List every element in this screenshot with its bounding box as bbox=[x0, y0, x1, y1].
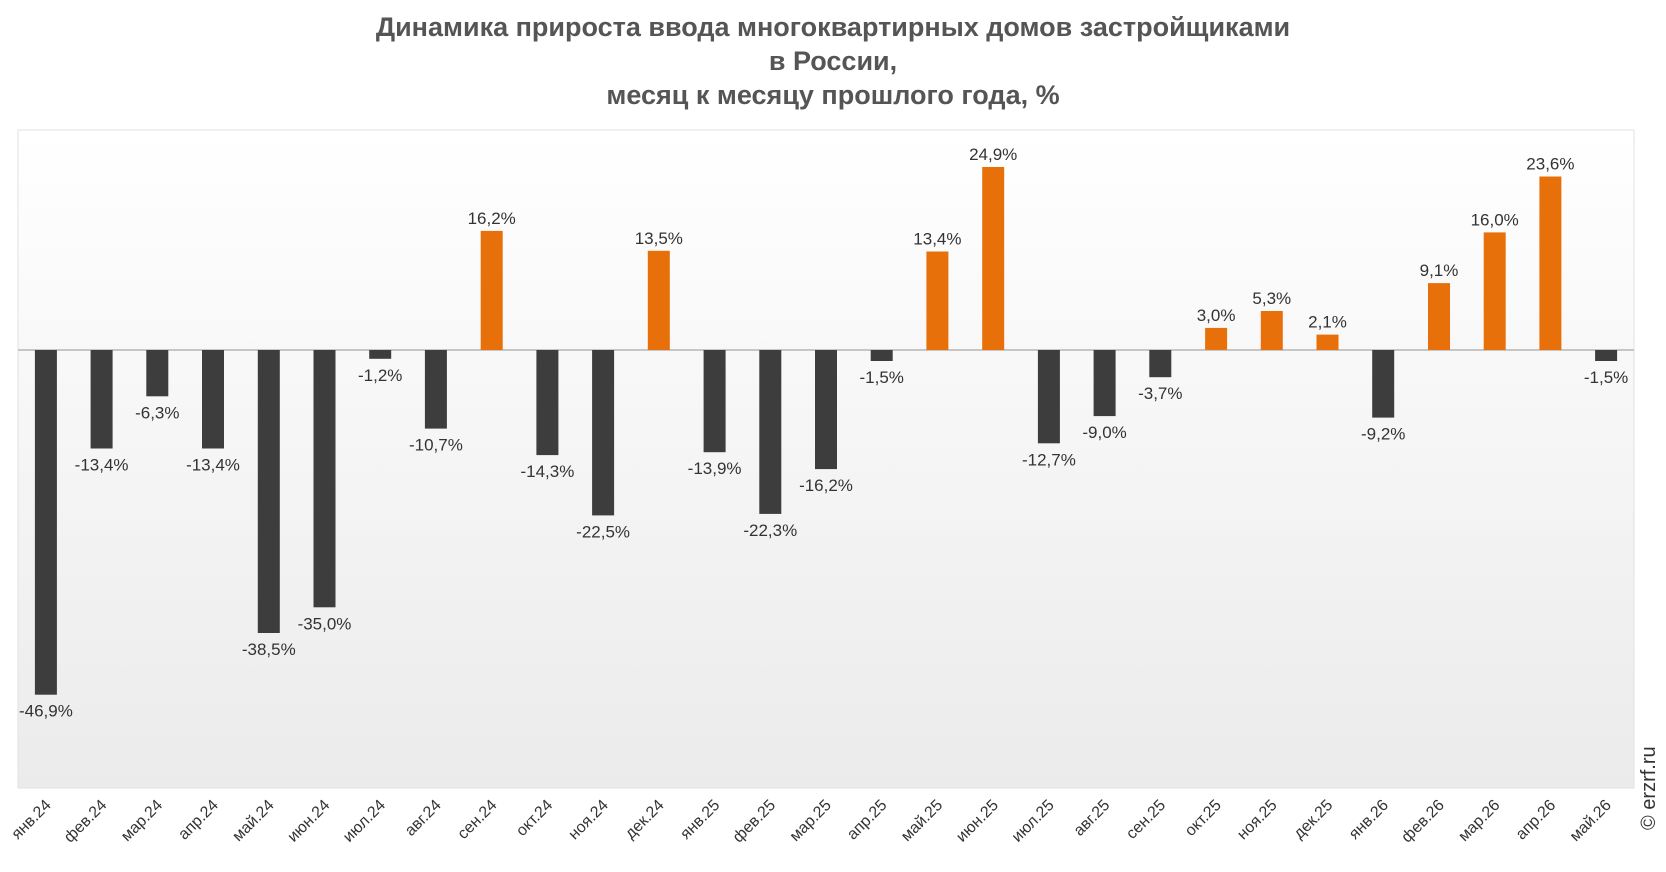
x-tick-label-сен.24: сен.24 bbox=[455, 797, 501, 843]
x-tick-label-июл.25: июл.25 bbox=[1009, 797, 1058, 846]
data-label-мар.24: -6,3% bbox=[135, 403, 179, 422]
data-label-окт.25: 3,0% bbox=[1197, 306, 1236, 325]
bar-ноя.24 bbox=[592, 350, 615, 516]
x-tick-labels-layer: янв.24 фев.24 мар.24 апр.24 май.24 июн.24 июл.… bbox=[9, 797, 1615, 846]
x-tick-label-янв.26: янв.26 bbox=[1346, 797, 1392, 843]
bar-сен.24 bbox=[480, 230, 503, 350]
x-tick-label-апр.25: апр.25 bbox=[844, 797, 891, 844]
bar-янв.25 bbox=[703, 350, 726, 453]
bar-окт.25 bbox=[1205, 327, 1228, 350]
x-tick-label-сен.25: сен.25 bbox=[1123, 797, 1169, 843]
bar-дек.25 bbox=[1316, 334, 1339, 350]
x-tick-label-мар.26: мар.26 bbox=[1455, 797, 1503, 845]
data-label-мар.26: 16,0% bbox=[1471, 210, 1519, 229]
bar-мар.24 bbox=[146, 350, 169, 397]
x-tick-label-дек.24: дек.24 bbox=[622, 797, 668, 843]
bar-мар.25 bbox=[815, 350, 837, 470]
bar-авг.25 bbox=[1093, 350, 1116, 417]
bar-июл.24 bbox=[369, 350, 392, 359]
data-label-сен.24: 16,2% bbox=[468, 209, 516, 228]
data-label-фев.24: -13,4% bbox=[75, 456, 129, 475]
data-label-фев.25: -22,3% bbox=[743, 521, 797, 540]
bar-май.26 bbox=[1595, 350, 1618, 361]
data-label-сен.25: -3,7% bbox=[1138, 384, 1182, 403]
x-tick-label-мар.25: мар.25 bbox=[787, 797, 835, 845]
bar-апр.26 bbox=[1539, 176, 1562, 350]
data-label-апр.26: 23,6% bbox=[1526, 155, 1574, 174]
bar-июн.24 bbox=[313, 350, 336, 608]
data-label-июн.25: 24,9% bbox=[969, 145, 1017, 164]
bar-май.24 bbox=[257, 350, 280, 633]
x-tick-label-авг.24: авг.24 bbox=[402, 797, 445, 840]
chart-title-line-2: в России, bbox=[768, 46, 898, 76]
bar-дек.24 bbox=[647, 250, 670, 350]
bar-июн.25 bbox=[982, 167, 1005, 350]
data-label-июн.24: -35,0% bbox=[298, 614, 352, 633]
x-tick-label-янв.24: янв.24 bbox=[9, 797, 55, 843]
watermark-text: © erzrf.ru bbox=[1638, 746, 1660, 830]
bar-сен.25 bbox=[1149, 350, 1172, 378]
bar-июл.25 bbox=[1037, 350, 1060, 444]
chart-title-line-1: Динамика прироста ввода многоквартирных … bbox=[375, 12, 1291, 42]
x-tick-label-май.24: май.24 bbox=[229, 797, 277, 845]
bar-авг.24 bbox=[424, 350, 447, 429]
data-label-дек.25: 2,1% bbox=[1308, 313, 1347, 332]
bar-янв.26 bbox=[1372, 350, 1395, 418]
bar-мар.26 bbox=[1483, 232, 1506, 350]
data-label-май.26: -1,5% bbox=[1584, 368, 1628, 387]
data-label-авг.24: -10,7% bbox=[409, 436, 463, 455]
x-tick-label-июл.24: июл.24 bbox=[340, 797, 389, 846]
x-tick-label-май.26: май.26 bbox=[1567, 797, 1615, 845]
x-tick-label-дек.25: дек.25 bbox=[1291, 797, 1337, 843]
x-tick-label-июн.24: июн.24 bbox=[285, 797, 334, 846]
bar-янв.24 bbox=[34, 350, 57, 695]
plot-area bbox=[17, 129, 1635, 789]
bar-ноя.25 bbox=[1260, 311, 1283, 350]
bar-окт.24 bbox=[536, 350, 559, 456]
data-label-янв.26: -9,2% bbox=[1361, 425, 1405, 444]
data-label-апр.25: -1,5% bbox=[859, 368, 903, 387]
x-tick-label-июн.25: июн.25 bbox=[953, 797, 1002, 846]
x-tick-label-янв.25: янв.25 bbox=[677, 797, 723, 843]
data-label-июл.24: -1,2% bbox=[358, 366, 402, 385]
data-label-ноя.24: -22,5% bbox=[576, 522, 630, 541]
x-tick-label-окт.24: окт.24 bbox=[513, 797, 556, 840]
chart-title: Динамика прироста ввода многоквартирных … bbox=[0, 10, 1666, 112]
bars-layer bbox=[34, 167, 1618, 695]
x-tick-label-авг.25: авг.25 bbox=[1071, 797, 1114, 840]
data-label-июл.25: -12,7% bbox=[1022, 450, 1076, 469]
data-label-май.25: 13,4% bbox=[913, 230, 961, 249]
x-tick-label-апр.26: апр.26 bbox=[1513, 797, 1560, 844]
x-tick-label-мар.24: мар.24 bbox=[118, 797, 166, 845]
data-label-дек.24: 13,5% bbox=[635, 229, 683, 248]
bar-фев.24 bbox=[90, 350, 113, 449]
data-label-мар.25: -16,2% bbox=[799, 476, 853, 495]
bar-апр.24 bbox=[202, 350, 224, 449]
x-tick-label-ноя.24: ноя.24 bbox=[566, 797, 612, 843]
x-tick-label-фев.24: фев.24 bbox=[61, 797, 110, 846]
bar-фев.25 bbox=[759, 350, 782, 514]
x-tick-label-окт.25: окт.25 bbox=[1182, 797, 1225, 840]
bar-фев.26 bbox=[1428, 283, 1450, 350]
x-tick-label-май.25: май.25 bbox=[898, 797, 946, 845]
data-label-авг.25: -9,0% bbox=[1082, 423, 1126, 442]
data-label-янв.24: -46,9% bbox=[19, 702, 73, 721]
chart-title-line-3: месяц к месяцу прошлого года, % bbox=[606, 80, 1060, 110]
x-tick-label-ноя.25: ноя.25 bbox=[1234, 797, 1280, 843]
x-tick-label-фев.25: фев.25 bbox=[730, 797, 779, 846]
x-tick-label-фев.26: фев.26 bbox=[1398, 797, 1447, 846]
data-label-апр.24: -13,4% bbox=[186, 456, 240, 475]
x-tick-label-апр.24: апр.24 bbox=[175, 797, 222, 844]
data-label-янв.25: -13,9% bbox=[688, 459, 742, 478]
data-label-фев.26: 9,1% bbox=[1420, 261, 1459, 280]
data-labels-layer: -46,9% -13,4% -6,3% -13,4% -38,5%-35,0% -1,2%… bbox=[19, 145, 1628, 721]
data-label-май.24: -38,5% bbox=[242, 640, 296, 659]
bar-май.25 bbox=[926, 251, 949, 350]
data-label-ноя.25: 5,3% bbox=[1252, 289, 1291, 308]
data-label-окт.24: -14,3% bbox=[520, 462, 574, 481]
bar-апр.25 bbox=[870, 350, 893, 361]
